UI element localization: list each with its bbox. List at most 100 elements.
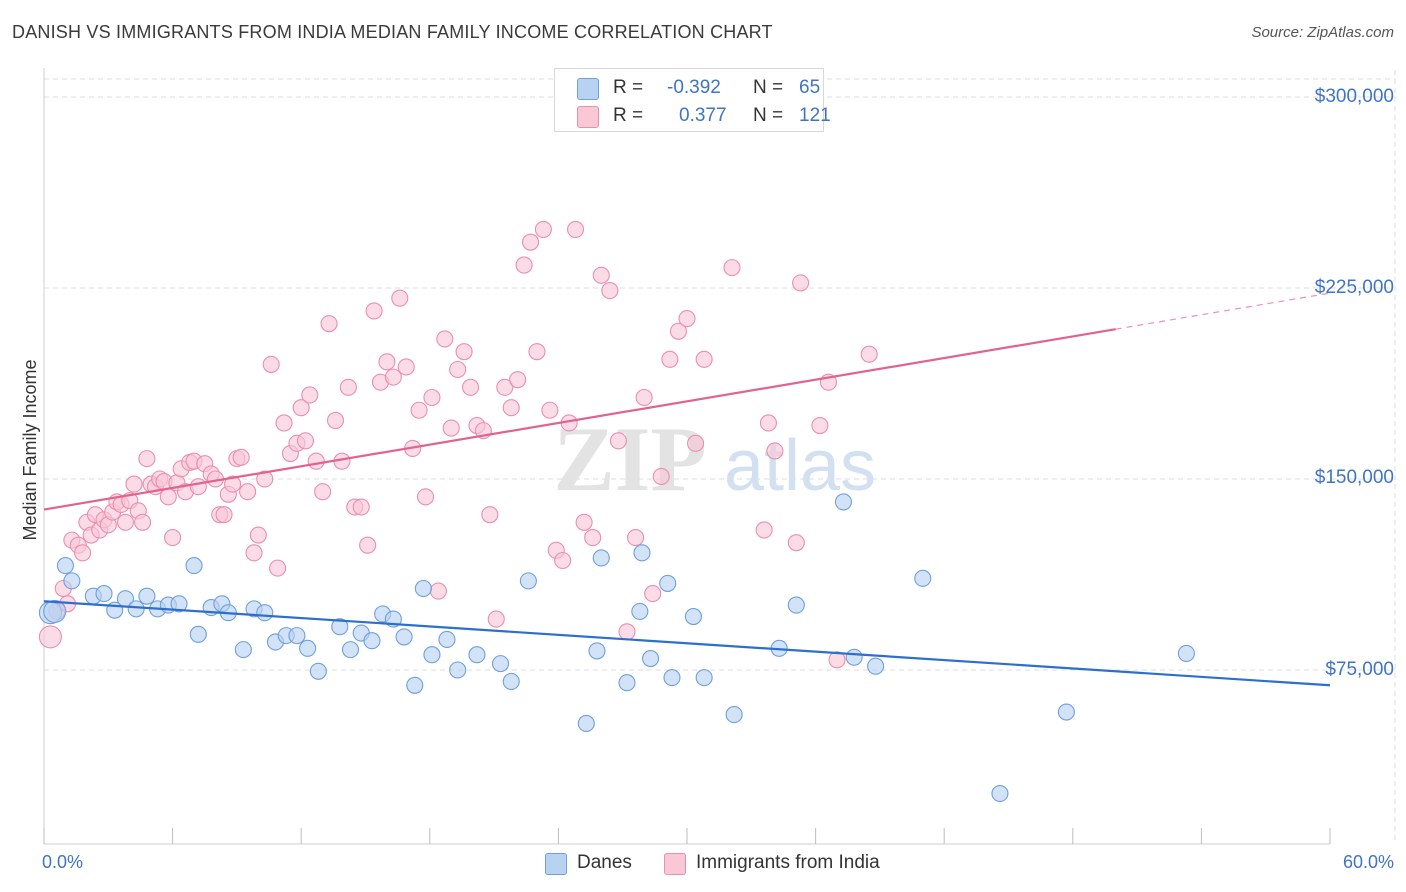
danes-point <box>577 714 595 733</box>
danes-legend-swatch <box>545 853 567 875</box>
india-swatch <box>577 106 599 128</box>
india-point <box>232 448 250 466</box>
danes-point <box>468 646 486 664</box>
india-point <box>509 371 527 389</box>
india-point <box>828 651 846 669</box>
india-point <box>455 343 473 361</box>
danes-point <box>1177 644 1195 662</box>
india-point <box>239 483 257 501</box>
danes-point <box>642 649 660 668</box>
india-point <box>449 360 467 379</box>
india-point <box>635 388 653 407</box>
india-point <box>695 350 713 368</box>
india-legend-label: Immigrants from India <box>696 852 880 873</box>
legend-danes-r: -0.392 <box>667 77 721 98</box>
danes-point <box>502 672 520 691</box>
india-point <box>326 411 345 429</box>
india-point <box>644 585 662 603</box>
india-point <box>755 521 773 539</box>
india-point <box>787 534 805 552</box>
india-point <box>164 529 182 547</box>
legend-r-label: R = <box>613 105 644 126</box>
danes-point <box>127 600 145 618</box>
india-point <box>554 551 572 570</box>
danes-point <box>592 549 610 567</box>
watermark: ZIP atlas <box>553 408 876 510</box>
india-point <box>275 414 293 432</box>
india-point <box>461 378 480 396</box>
india-point <box>256 470 274 488</box>
india-point <box>378 353 396 371</box>
india-point <box>502 399 520 417</box>
india-point <box>609 432 627 450</box>
danes-point <box>695 669 713 687</box>
danes-point <box>684 607 702 626</box>
india-trend-extension <box>1115 292 1331 330</box>
danes-trend-line <box>43 600 1331 687</box>
danes-point <box>341 641 360 659</box>
india-point <box>521 233 540 251</box>
india-point <box>723 259 741 277</box>
danes-point <box>633 544 651 562</box>
india-point <box>687 434 705 452</box>
india-point <box>627 529 645 547</box>
danes-point <box>414 579 432 598</box>
india-point <box>307 452 325 470</box>
india-point <box>592 266 610 284</box>
india-point <box>678 310 696 328</box>
india-point <box>262 355 280 373</box>
axes <box>43 68 1331 845</box>
danes-point <box>914 569 932 587</box>
danes-point <box>299 639 317 657</box>
danes-point <box>138 587 156 605</box>
danes-point <box>63 572 81 590</box>
danes-point <box>185 557 203 575</box>
india-point <box>515 256 533 274</box>
legend-n-label: N = <box>753 77 784 98</box>
india-point <box>669 322 687 340</box>
y-tick-225000: $225,000 <box>1314 277 1394 298</box>
watermark-atlas: atlas <box>724 426 876 506</box>
india-point <box>391 289 409 307</box>
india-point <box>138 450 156 468</box>
india-point <box>292 399 310 417</box>
watermark-zip: ZIP <box>553 408 706 510</box>
danes-point <box>1057 703 1075 721</box>
india-point <box>423 388 441 407</box>
source-label: Source: ZipAtlas.com <box>1251 24 1394 41</box>
india-point <box>528 343 546 361</box>
india-point <box>134 513 152 531</box>
x-tick-max: 60.0% <box>1342 852 1394 872</box>
y-axis-label: Median Family Income <box>20 359 40 541</box>
danes-point <box>725 706 743 724</box>
india-point <box>534 220 552 238</box>
x-tick-min: 0.0% <box>42 852 84 872</box>
danes-point <box>234 641 252 659</box>
india-point <box>245 544 263 562</box>
india-point <box>269 559 287 577</box>
india-point <box>481 506 499 524</box>
india-point <box>766 442 784 460</box>
danes-point <box>867 657 885 675</box>
india-point <box>652 467 670 486</box>
india-point <box>410 401 428 419</box>
india-trend-line <box>43 328 1116 511</box>
danes-point <box>406 676 424 694</box>
india-point <box>416 488 435 506</box>
legend-n-label: N = <box>753 105 784 126</box>
danes-point <box>309 662 327 680</box>
legend-india-n: 121 <box>799 105 831 126</box>
india-point <box>320 315 338 333</box>
danes-point <box>663 669 681 687</box>
danes-point <box>43 599 67 623</box>
danes-point <box>845 648 863 666</box>
y-tick-150000: $150,000 <box>1314 467 1394 488</box>
danes-point <box>631 602 649 620</box>
danes-swatch <box>577 78 599 100</box>
india-point <box>496 378 514 396</box>
india-point <box>541 401 559 419</box>
india-point <box>189 478 207 496</box>
danes-point <box>618 674 636 692</box>
danes-point <box>449 661 467 679</box>
stats-legend: R = -0.392 N = 65 R = 0.377 N = 121 <box>554 68 831 132</box>
